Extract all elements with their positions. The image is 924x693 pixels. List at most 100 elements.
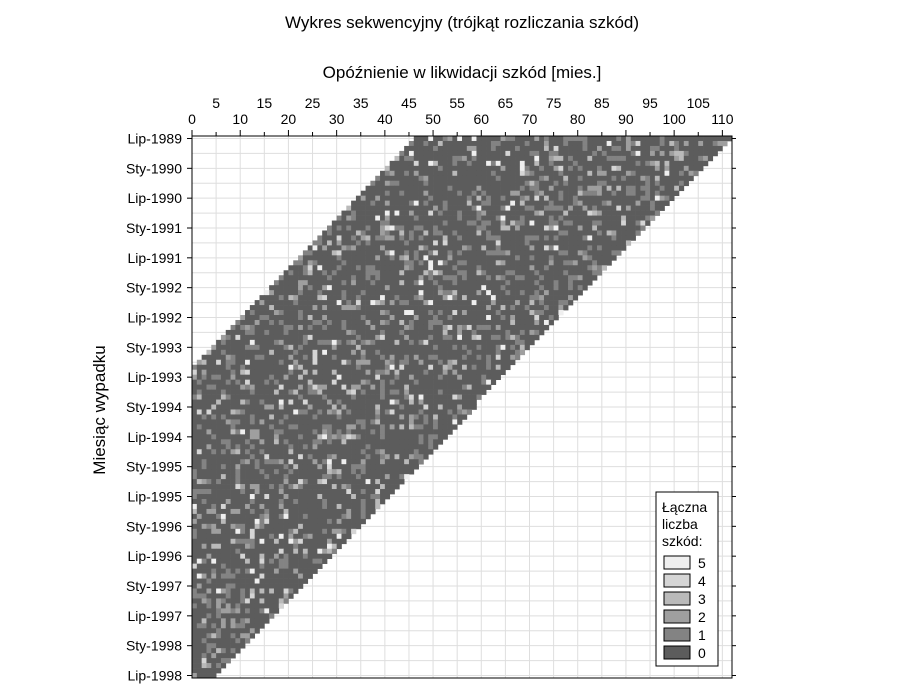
heatmap-cell — [196, 513, 202, 520]
heatmap-cell — [447, 180, 453, 187]
heatmap-cell — [592, 185, 598, 192]
heatmap-cell — [476, 265, 482, 271]
heatmap-cell — [481, 200, 487, 206]
heatmap-cell — [577, 275, 583, 281]
heatmap-cell — [293, 285, 299, 291]
heatmap-cell — [380, 454, 386, 460]
heatmap-cell — [293, 543, 299, 550]
heatmap-cell — [283, 275, 289, 281]
heatmap-cell — [423, 205, 429, 211]
heatmap-cell — [293, 513, 299, 520]
heatmap-cell — [606, 160, 612, 167]
heatmap-cell — [211, 379, 217, 385]
heatmap-cell — [322, 275, 328, 281]
heatmap-cell — [645, 140, 651, 147]
heatmap-cell — [264, 459, 270, 465]
heatmap-cell — [568, 180, 574, 187]
heatmap-cell — [534, 220, 540, 226]
heatmap-cell — [351, 409, 357, 415]
heatmap-cell — [413, 180, 419, 187]
heatmap-cell — [500, 215, 506, 221]
heatmap-cell — [331, 300, 337, 306]
heatmap-cell — [331, 424, 337, 430]
heatmap-cell — [423, 404, 429, 410]
heatmap-cell — [457, 170, 463, 177]
heatmap-cell — [703, 155, 709, 162]
heatmap-cell — [312, 255, 318, 261]
heatmap-cell — [539, 329, 545, 336]
heatmap-cell — [548, 195, 554, 201]
heatmap-cell — [302, 424, 309, 430]
heatmap-cell — [582, 210, 588, 216]
heatmap-cell — [302, 379, 309, 385]
heatmap-cell — [230, 533, 236, 540]
heatmap-cell — [462, 230, 468, 236]
heatmap-cell — [457, 404, 463, 410]
heatmap-cell — [394, 434, 400, 440]
heatmap-cell — [240, 424, 246, 430]
heatmap-cell — [558, 300, 564, 306]
heatmap-cell — [269, 369, 275, 376]
heatmap-cell — [298, 518, 304, 525]
heatmap-cell — [269, 434, 275, 440]
heatmap-cell — [404, 429, 410, 435]
heatmap-cell — [582, 160, 588, 167]
heatmap-cell — [355, 404, 362, 410]
heatmap-cell — [196, 508, 202, 515]
heatmap-cell — [196, 484, 202, 490]
heatmap-cell — [201, 374, 207, 381]
heatmap-cell — [606, 136, 612, 142]
heatmap-cell — [471, 235, 477, 241]
heatmap-cell — [437, 200, 444, 206]
heatmap-cell — [235, 449, 241, 455]
heatmap-cell — [462, 145, 468, 152]
heatmap-cell — [346, 528, 352, 535]
heatmap-cell — [611, 190, 617, 197]
heatmap-cell — [206, 414, 212, 420]
heatmap-cell — [312, 474, 318, 480]
heatmap-cell — [389, 300, 395, 306]
heatmap-cell — [264, 424, 270, 430]
heatmap-cell — [312, 434, 318, 440]
heatmap-cell — [568, 140, 574, 147]
heatmap-cell — [278, 538, 284, 545]
heatmap-cell — [529, 245, 535, 251]
heatmap-cell — [428, 150, 434, 157]
heatmap-cell — [370, 310, 376, 316]
heatmap-cell — [293, 334, 299, 341]
heatmap-cell — [264, 319, 270, 326]
heatmap-cell — [249, 369, 256, 376]
heatmap-cell — [302, 374, 309, 381]
heatmap-cell — [399, 220, 405, 226]
heatmap-cell — [355, 245, 362, 251]
heatmap-cell — [592, 190, 598, 197]
heatmap-cell — [481, 215, 487, 221]
heatmap-cell — [688, 140, 694, 147]
heatmap-cell — [413, 324, 419, 331]
heatmap-cell — [389, 384, 395, 390]
heatmap-cell — [206, 538, 212, 545]
heatmap-cell — [597, 240, 603, 246]
heatmap-cell — [462, 374, 468, 381]
heatmap-cell — [230, 498, 236, 505]
heatmap-cell — [490, 285, 497, 291]
heatmap-cell — [543, 155, 550, 162]
heatmap-cell — [317, 394, 323, 400]
heatmap-cell — [278, 339, 284, 346]
heatmap-cell — [192, 394, 198, 400]
heatmap-cell — [370, 275, 376, 281]
heatmap-cell — [327, 265, 333, 271]
heatmap-cell — [462, 310, 468, 316]
heatmap-cell — [312, 389, 318, 395]
heatmap-cell — [220, 508, 227, 515]
heatmap-cell — [288, 449, 294, 455]
heatmap-cell — [529, 339, 535, 346]
heatmap-cell — [423, 200, 429, 206]
heatmap-cell — [495, 275, 501, 281]
heatmap-cell — [558, 200, 564, 206]
heatmap-cell — [307, 255, 313, 261]
heatmap-cell — [254, 339, 260, 346]
heatmap-cell — [264, 474, 270, 480]
heatmap-cell — [683, 180, 689, 187]
heatmap-cell — [351, 489, 357, 495]
